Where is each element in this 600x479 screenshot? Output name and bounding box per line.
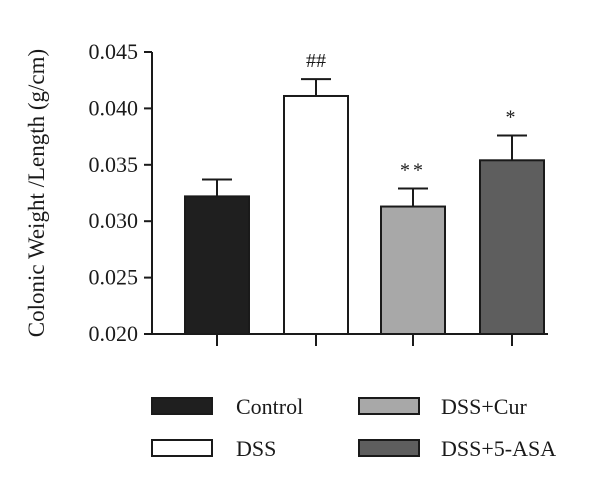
- bar: [380, 205, 446, 335]
- significance-label: ##: [306, 50, 326, 72]
- significance-label: *: [506, 106, 519, 128]
- y-tick-label: 0.040: [89, 95, 139, 120]
- legend-label: DSS: [236, 436, 276, 461]
- legend-swatch: [358, 439, 420, 457]
- legend-swatch: [151, 397, 213, 415]
- legend: Control DSS DSS+Cur DSS+5-ASA: [151, 394, 556, 461]
- y-tick-label: 0.020: [89, 321, 139, 346]
- legend-swatch: [358, 397, 420, 415]
- y-tick-label: 0.035: [89, 152, 139, 177]
- bar: [479, 159, 545, 335]
- bar: [184, 195, 250, 335]
- legend-label: DSS+5-ASA: [441, 436, 556, 461]
- y-tick-label: 0.030: [89, 208, 139, 233]
- legend-label: DSS+Cur: [441, 394, 527, 419]
- legend-swatch: [151, 439, 213, 457]
- y-axis-label: Colonic Weight /Length (g/cm): [24, 49, 49, 337]
- y-tick-label: 0.025: [89, 265, 139, 290]
- y-tick-label: 0.045: [89, 39, 139, 64]
- bar: [283, 94, 349, 335]
- legend-label: Control: [236, 394, 303, 419]
- significance-label: **: [400, 159, 426, 181]
- plot-area: 0.020 0.025 0.030 0.035 0.040 0.045 Colonic We…: [24, 39, 548, 346]
